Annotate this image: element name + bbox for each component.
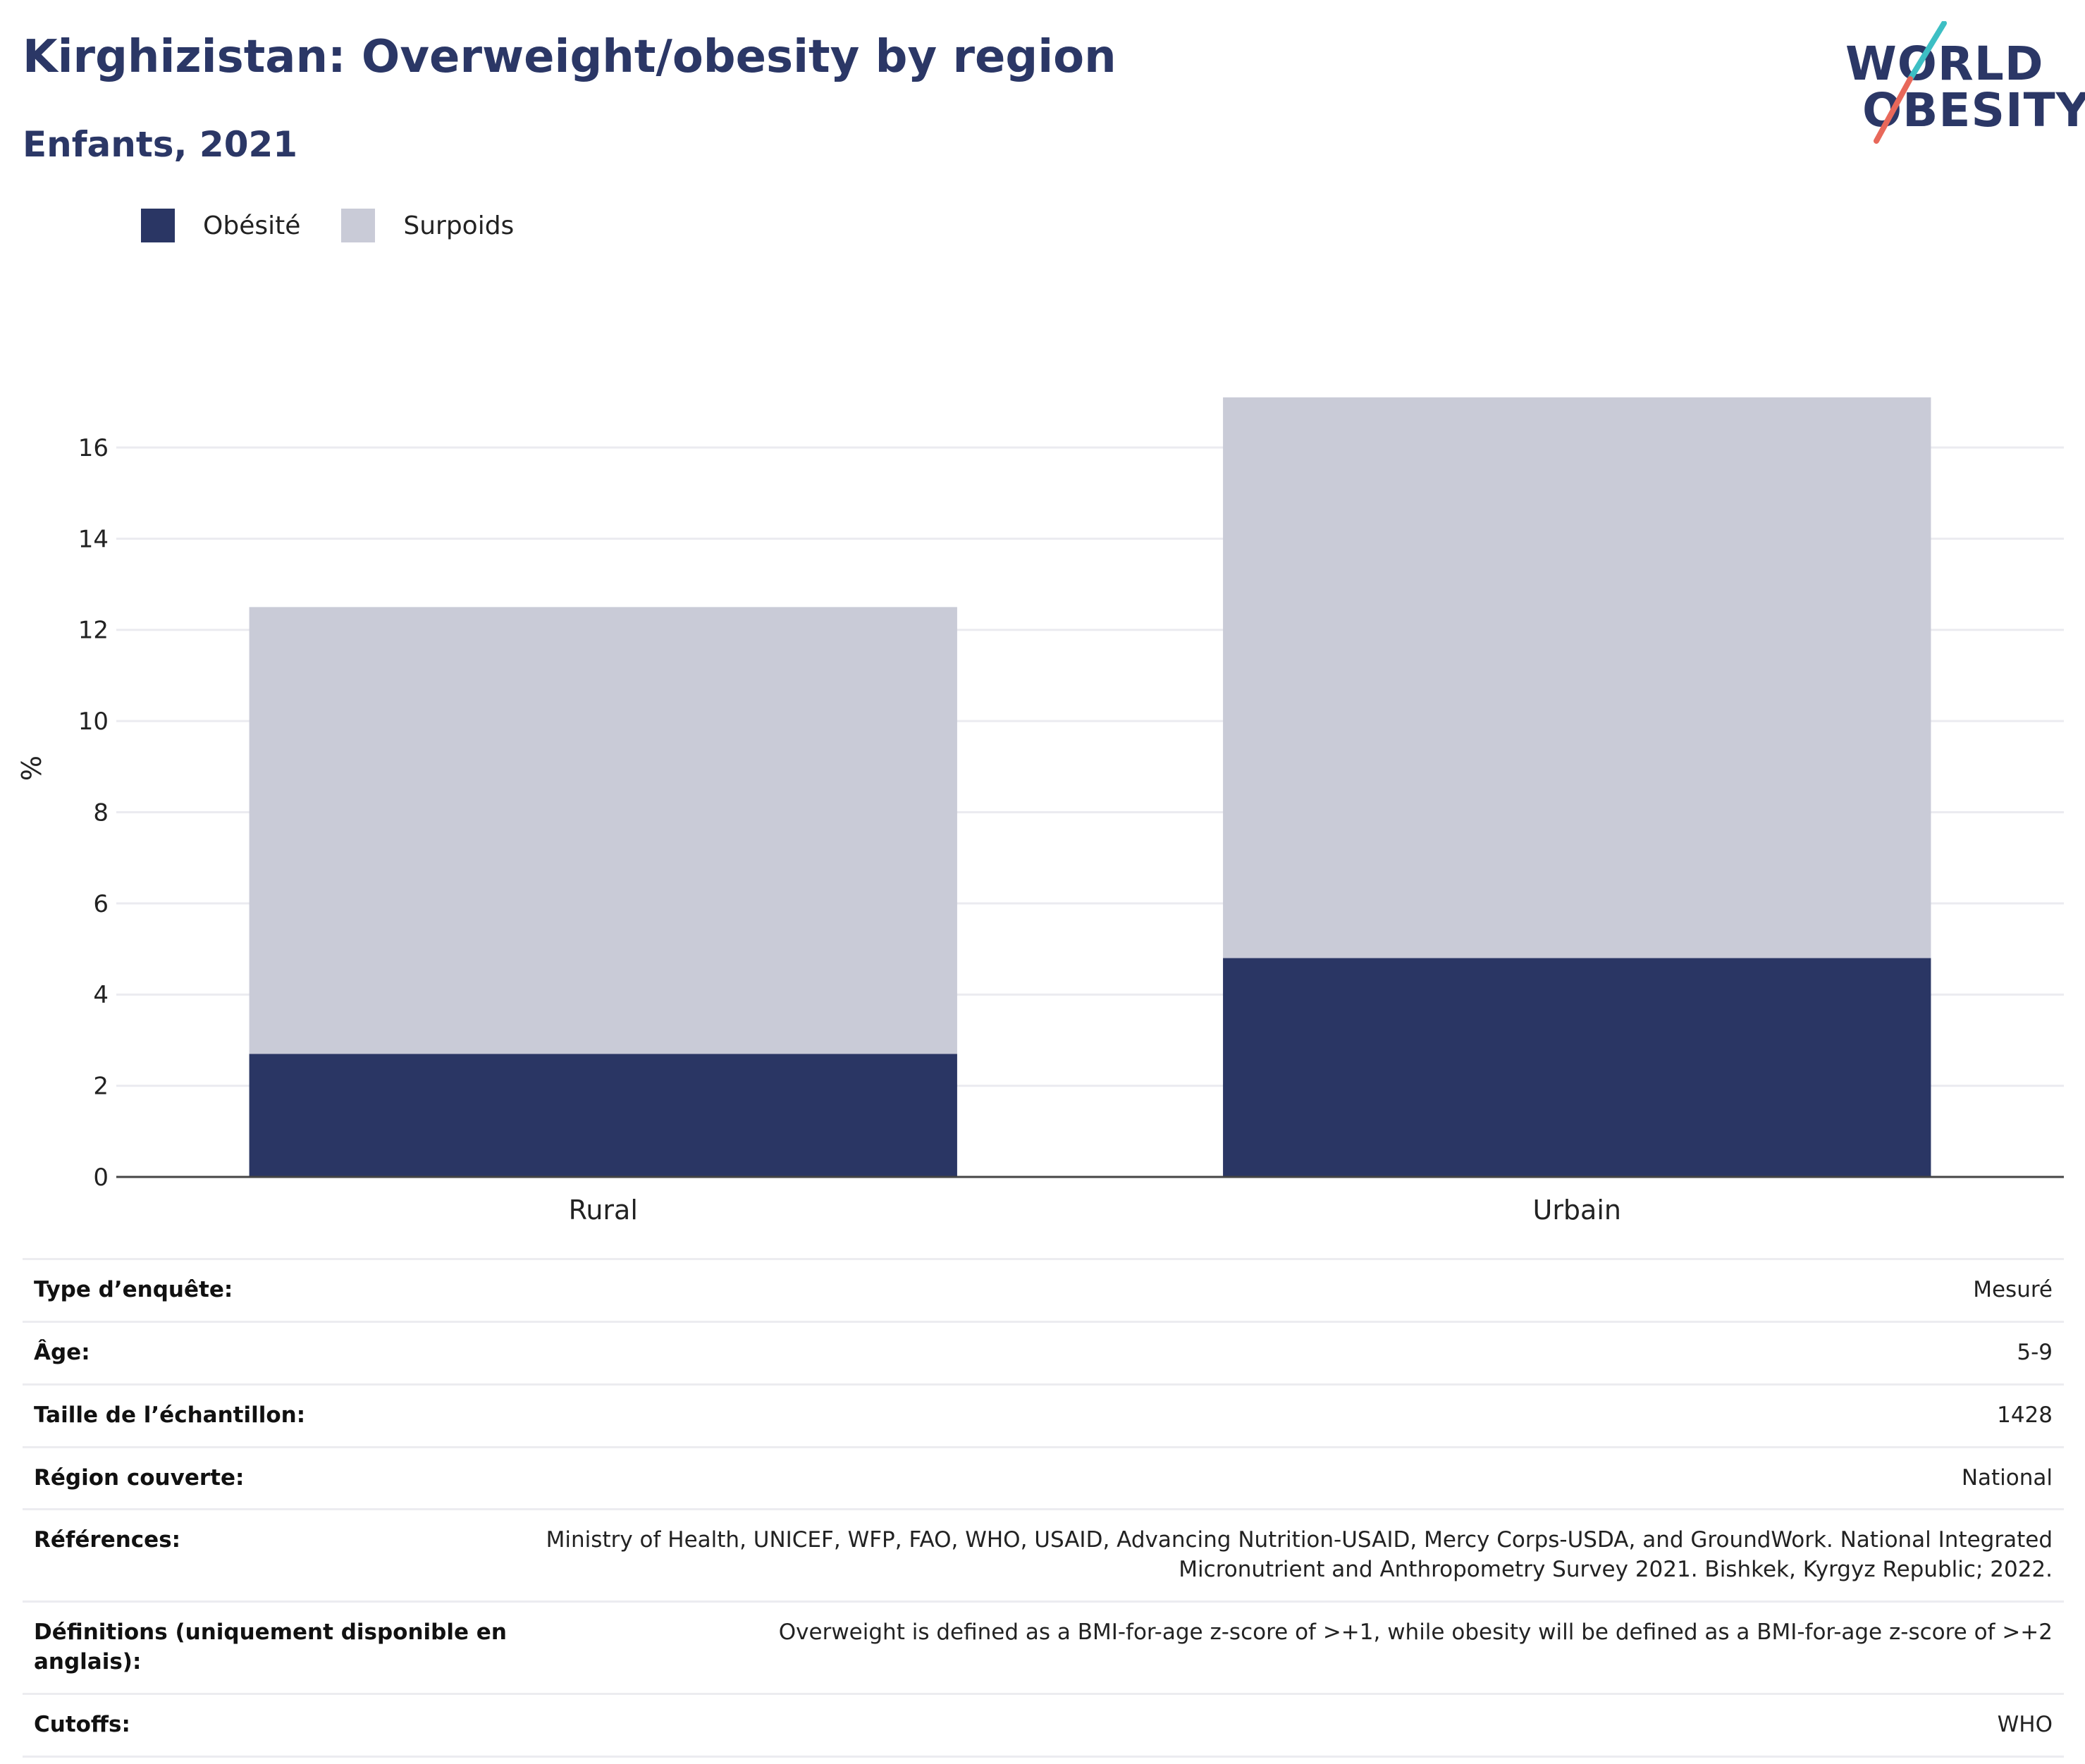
y-tick-label: 2 bbox=[93, 1073, 109, 1101]
legend-item-overweight[interactable]: Surpoids bbox=[341, 209, 514, 242]
chart-title: Kirghizistan: Overweight/obesity by regi… bbox=[23, 31, 1117, 83]
info-key: Cutoffs: bbox=[23, 1692, 524, 1758]
x-category-label: Rural bbox=[569, 1195, 638, 1226]
legend-item-obesity[interactable]: Obésité bbox=[141, 209, 300, 242]
info-key: Définitions (uniquement disponible en an… bbox=[23, 1600, 524, 1695]
info-row: Références: Ministry of Health, UNICEF, W… bbox=[23, 1508, 2064, 1603]
info-key: Références: bbox=[23, 1508, 524, 1603]
info-key: Taille de l’échantillon: bbox=[23, 1383, 524, 1448]
y-tick-label: 0 bbox=[93, 1164, 109, 1192]
chart-legend: Obésité Surpoids bbox=[141, 209, 555, 242]
info-row: Définitions (uniquement disponible en an… bbox=[23, 1600, 2064, 1695]
info-row: Type d’enquête: Mesuré bbox=[23, 1258, 2064, 1323]
legend-swatch-obesity bbox=[141, 209, 175, 242]
y-tick-label: 4 bbox=[93, 981, 109, 1009]
y-tick-label: 12 bbox=[78, 617, 109, 645]
x-axis-categories: Rural Urbain bbox=[569, 1195, 1621, 1226]
stacked-bar-chart: 0 2 4 6 8 10 12 14 16 Rural Urbain % bbox=[16, 397, 2064, 1226]
y-axis-ticks: 0 2 4 6 8 10 12 14 16 bbox=[78, 434, 109, 1192]
y-tick-label: 6 bbox=[93, 890, 109, 918]
info-key: Âge: bbox=[23, 1320, 524, 1386]
info-key: Type d’enquête: bbox=[23, 1258, 524, 1323]
survey-info-table: Type d’enquête: Mesuré Âge: 5-9 Taille de l’… bbox=[23, 1258, 2064, 1758]
info-row: Région couverte: National bbox=[23, 1445, 2064, 1511]
chart-subtitle: Enfants, 2021 bbox=[23, 124, 298, 165]
bar-overweight-rural[interactable] bbox=[249, 607, 957, 1054]
legend-label-obesity: Obésité bbox=[203, 211, 301, 240]
info-row: Cutoffs: WHO bbox=[23, 1692, 2064, 1758]
info-value: Ministry of Health, UNICEF, WFP, FAO, WH… bbox=[524, 1508, 2064, 1603]
bar-obesity-rural[interactable] bbox=[249, 1054, 957, 1177]
info-row: Âge: 5-9 bbox=[23, 1320, 2064, 1386]
info-key: Région couverte: bbox=[23, 1445, 524, 1511]
legend-label-overweight: Surpoids bbox=[403, 211, 515, 240]
y-tick-label: 10 bbox=[78, 708, 109, 736]
x-category-label: Urbain bbox=[1533, 1195, 1622, 1226]
y-axis-title: % bbox=[16, 755, 47, 781]
y-tick-label: 8 bbox=[93, 798, 109, 827]
info-value: Overweight is defined as a BMI-for-age z… bbox=[524, 1600, 2064, 1695]
info-value: Mesuré bbox=[524, 1258, 2064, 1323]
y-tick-label: 14 bbox=[78, 525, 109, 553]
bar-series bbox=[249, 397, 1931, 1177]
logo-slash-icon bbox=[1874, 21, 1947, 144]
world-obesity-logo: WORLD OBESITY bbox=[1840, 21, 2085, 148]
info-value: 1428 bbox=[524, 1383, 2064, 1448]
info-row: Taille de l’échantillon: 1428 bbox=[23, 1383, 2064, 1448]
y-tick-label: 16 bbox=[78, 434, 109, 462]
info-value: WHO bbox=[524, 1692, 2064, 1758]
logo-word-world: WORLD bbox=[1845, 37, 2044, 91]
bar-overweight-urbain[interactable] bbox=[1223, 397, 1931, 958]
info-value: National bbox=[524, 1445, 2064, 1511]
legend-swatch-overweight bbox=[341, 209, 376, 242]
bar-obesity-urbain[interactable] bbox=[1223, 958, 1931, 1177]
info-value: 5-9 bbox=[524, 1320, 2064, 1386]
